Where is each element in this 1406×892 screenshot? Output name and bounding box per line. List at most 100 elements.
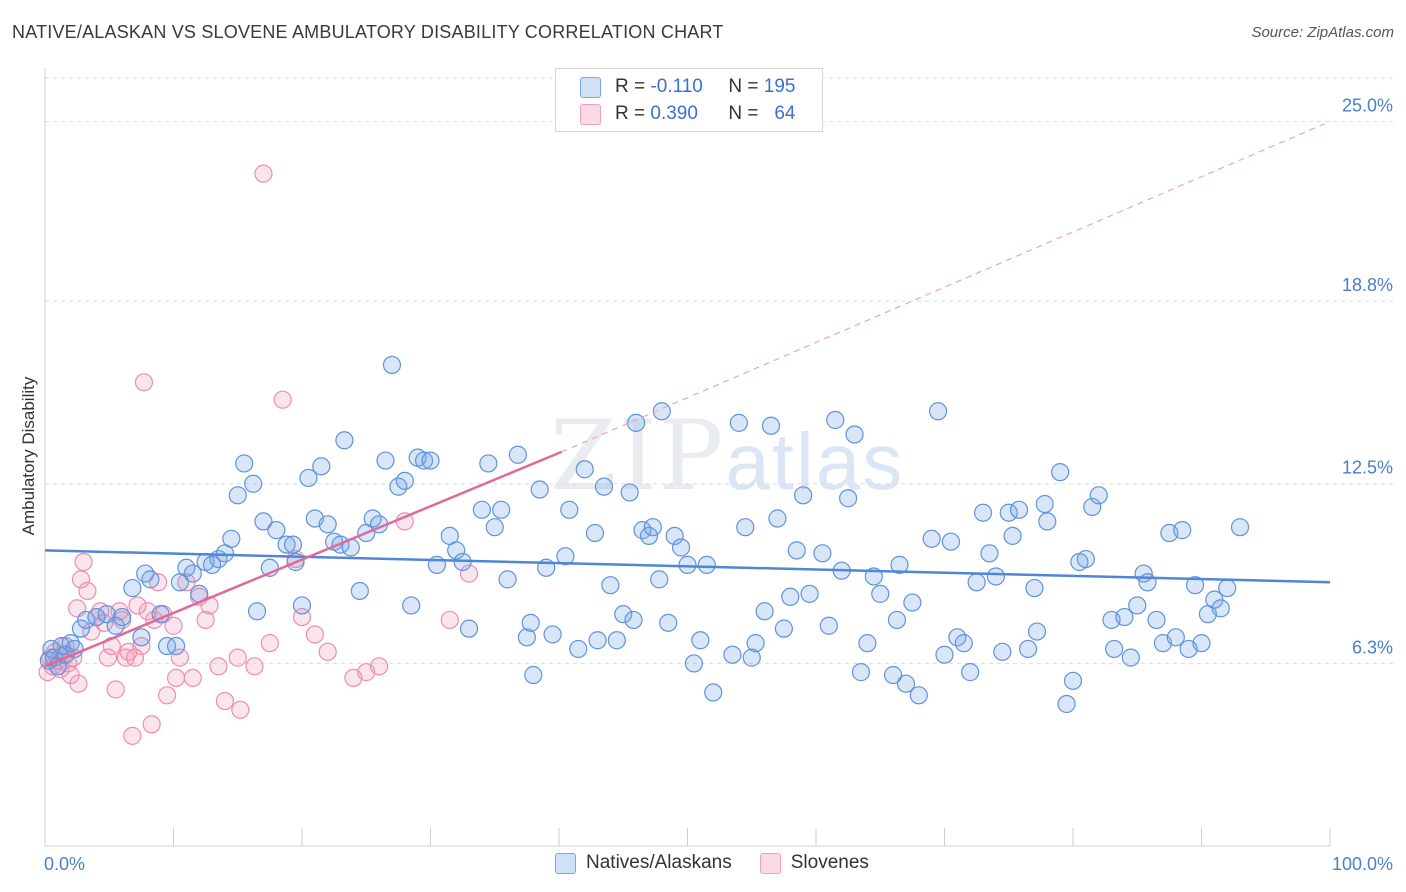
natives-point	[112, 607, 132, 627]
natives-point	[954, 634, 973, 653]
y-tick-label: 6.3%	[1352, 637, 1393, 657]
natives-point	[1063, 671, 1083, 690]
natives-point	[235, 454, 254, 473]
natives-point	[267, 521, 286, 540]
slovenes-trend-extension	[561, 120, 1331, 453]
natives-point	[736, 518, 755, 537]
natives-point	[1035, 494, 1054, 514]
natives-point	[1138, 573, 1157, 592]
natives-point	[723, 645, 742, 664]
natives-point	[299, 468, 318, 488]
slovenes-point	[459, 564, 479, 583]
natives-point	[517, 628, 536, 647]
slovenes-point	[170, 648, 190, 667]
natives-point	[569, 639, 588, 659]
slovenes-point	[209, 657, 228, 676]
legend-n-value: 195	[763, 76, 796, 97]
series-label-slovenes: Slovenes	[790, 852, 869, 873]
slovenes-point	[228, 648, 247, 667]
natives-point	[459, 619, 479, 638]
natives-point	[839, 489, 858, 508]
legend-swatch-natives	[580, 76, 601, 98]
slovenes-point	[142, 715, 161, 734]
natives-point	[524, 665, 543, 685]
slovenes-point	[78, 581, 97, 601]
slovenes-point	[157, 686, 177, 705]
slovenes-point	[123, 726, 142, 745]
legend-r-value: -0.110	[650, 76, 703, 97]
natives-point	[620, 483, 639, 502]
legend-r-label: R =	[615, 76, 646, 97]
slovenes-point	[125, 648, 145, 667]
natives-point	[492, 500, 511, 519]
natives-point	[961, 663, 980, 682]
natives-point	[871, 584, 890, 603]
natives-point	[254, 512, 273, 531]
natives-point	[1128, 596, 1147, 615]
natives-points	[39, 355, 1250, 714]
natives-point	[1057, 694, 1076, 714]
natives-point	[659, 613, 678, 632]
slovenes-point	[215, 691, 234, 711]
natives-point	[928, 402, 948, 421]
slovenes-point	[69, 674, 88, 693]
natives-point	[993, 642, 1012, 661]
slovenes-point	[82, 622, 101, 641]
natives-point	[922, 529, 941, 548]
natives-point	[643, 518, 662, 537]
natives-point	[1003, 526, 1022, 546]
natives-point	[71, 619, 91, 638]
natives-point	[376, 451, 395, 470]
slovenes-point	[98, 648, 118, 667]
natives-point	[800, 584, 819, 603]
natives-point	[1173, 521, 1192, 540]
x-tick-label: 100.0%	[1332, 854, 1393, 874]
natives-point	[601, 576, 620, 595]
natives-point	[1051, 463, 1070, 482]
natives-point	[774, 619, 793, 638]
natives-point	[335, 431, 354, 450]
natives-point	[1027, 622, 1047, 641]
natives-point	[671, 538, 691, 557]
natives-point	[247, 602, 267, 621]
slovenes-point	[164, 616, 183, 635]
natives-point	[1025, 578, 1044, 598]
natives-point	[986, 567, 1006, 586]
natives-point	[530, 480, 549, 499]
natives-point	[447, 541, 466, 560]
natives-point	[222, 529, 241, 548]
series-label-natives: Natives/Alaskans	[586, 852, 732, 873]
series-swatch-slovenes	[759, 852, 781, 874]
natives-point	[819, 616, 838, 635]
natives-point	[742, 648, 761, 667]
natives-point	[312, 457, 331, 476]
natives-point	[292, 596, 312, 615]
natives-point	[883, 665, 903, 685]
natives-point	[1089, 486, 1108, 505]
natives-point	[999, 503, 1018, 522]
natives-point	[755, 602, 774, 621]
natives-point	[890, 555, 909, 574]
axes	[44, 68, 1331, 847]
natives-point	[813, 544, 832, 563]
natives-point	[1166, 628, 1185, 647]
natives-point	[402, 596, 421, 615]
legend-row-slovenes: R = 0.390 N = 64	[580, 102, 795, 126]
series-legend-natives: Natives/Alaskans	[555, 852, 732, 874]
natives-point	[678, 555, 697, 574]
natives-point	[896, 674, 916, 693]
slovenes-point	[231, 700, 250, 719]
natives-point	[521, 613, 540, 632]
y-tick-label: 12.5%	[1342, 458, 1393, 478]
slovenes-point	[106, 680, 125, 699]
chart-title: NATIVE/ALASKAN VS SLOVENE AMBULATORY DIS…	[12, 22, 724, 42]
natives-point	[1105, 639, 1124, 659]
natives-point	[704, 683, 723, 702]
natives-point	[624, 610, 643, 630]
natives-point	[826, 410, 845, 430]
slovenes-point	[254, 164, 273, 183]
natives-point	[588, 631, 607, 650]
natives-point	[1038, 512, 1057, 531]
legend-n-value: 64	[774, 103, 796, 124]
